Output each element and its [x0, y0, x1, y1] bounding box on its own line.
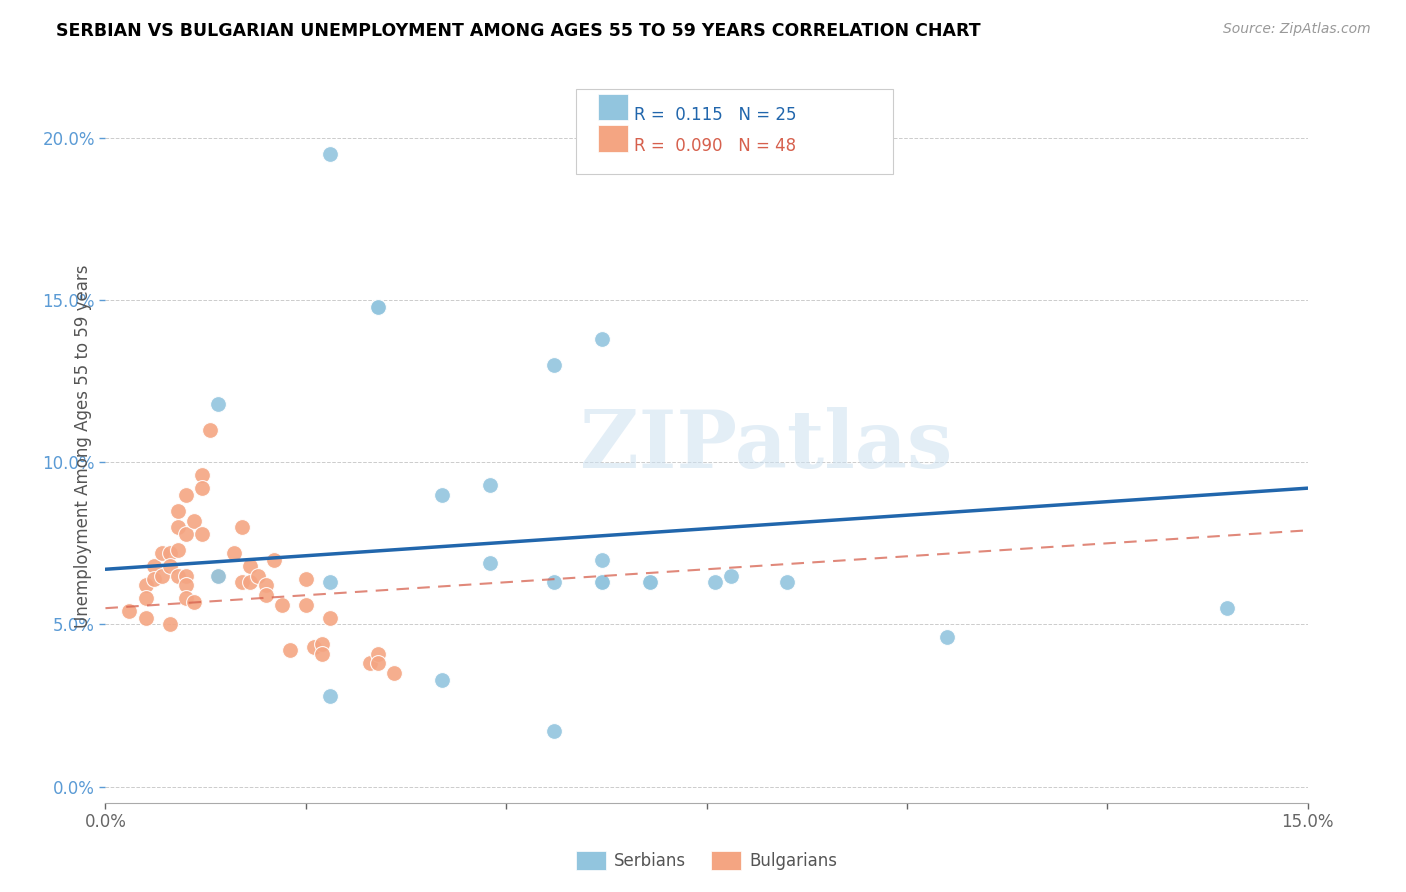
Point — [359, 657, 381, 671]
Point — [311, 637, 333, 651]
Point — [640, 575, 662, 590]
Point — [198, 423, 221, 437]
Point — [135, 591, 157, 606]
Point — [591, 552, 613, 566]
Point — [367, 647, 389, 661]
Point — [479, 478, 502, 492]
Point — [254, 588, 277, 602]
Point — [239, 575, 262, 590]
Point — [278, 643, 301, 657]
Y-axis label: Unemployment Among Ages 55 to 59 years: Unemployment Among Ages 55 to 59 years — [73, 264, 91, 628]
Point — [367, 300, 389, 314]
Point — [703, 575, 725, 590]
Point — [174, 488, 197, 502]
Point — [367, 657, 389, 671]
Point — [319, 689, 342, 703]
Point — [174, 568, 197, 582]
Point — [270, 598, 292, 612]
Point — [207, 568, 229, 582]
Point — [295, 598, 318, 612]
Point — [118, 604, 141, 618]
Point — [207, 568, 229, 582]
Text: R =  0.115   N = 25: R = 0.115 N = 25 — [634, 106, 797, 124]
Point — [142, 559, 165, 574]
Point — [254, 578, 277, 592]
Point — [591, 332, 613, 346]
Point — [302, 640, 325, 654]
Text: ZIPatlas: ZIPatlas — [581, 407, 953, 485]
Point — [591, 575, 613, 590]
Point — [150, 568, 173, 582]
Point — [166, 542, 188, 557]
Point — [174, 526, 197, 541]
Point — [263, 552, 285, 566]
Point — [207, 397, 229, 411]
Point — [159, 617, 181, 632]
Point — [367, 300, 389, 314]
Point — [311, 647, 333, 661]
Point — [190, 481, 212, 495]
Point — [543, 575, 565, 590]
Point — [319, 575, 342, 590]
Point — [776, 575, 799, 590]
Point — [591, 575, 613, 590]
Point — [135, 611, 157, 625]
Point — [430, 488, 453, 502]
Point — [135, 578, 157, 592]
Point — [190, 526, 212, 541]
Point — [159, 546, 181, 560]
Point — [231, 575, 253, 590]
Text: SERBIAN VS BULGARIAN UNEMPLOYMENT AMONG AGES 55 TO 59 YEARS CORRELATION CHART: SERBIAN VS BULGARIAN UNEMPLOYMENT AMONG … — [56, 22, 981, 40]
Point — [150, 546, 173, 560]
Point — [159, 559, 181, 574]
Point — [640, 575, 662, 590]
Point — [190, 468, 212, 483]
Point — [183, 595, 205, 609]
Point — [174, 591, 197, 606]
Point — [166, 568, 188, 582]
Point — [174, 578, 197, 592]
Point — [936, 631, 959, 645]
Point — [543, 724, 565, 739]
Point — [382, 666, 405, 681]
Point — [166, 504, 188, 518]
Point — [430, 673, 453, 687]
Point — [166, 520, 188, 534]
Point — [1216, 601, 1239, 615]
Point — [246, 568, 269, 582]
Point — [319, 147, 342, 161]
Point — [183, 514, 205, 528]
Point — [720, 568, 742, 582]
Point — [479, 556, 502, 570]
Point — [142, 572, 165, 586]
Point — [295, 572, 318, 586]
Point — [222, 546, 245, 560]
Point — [543, 358, 565, 372]
Point — [231, 520, 253, 534]
Point — [239, 559, 262, 574]
Text: Source: ZipAtlas.com: Source: ZipAtlas.com — [1223, 22, 1371, 37]
Text: R =  0.090   N = 48: R = 0.090 N = 48 — [634, 137, 796, 155]
Point — [319, 611, 342, 625]
Legend: Serbians, Bulgarians: Serbians, Bulgarians — [569, 844, 844, 877]
